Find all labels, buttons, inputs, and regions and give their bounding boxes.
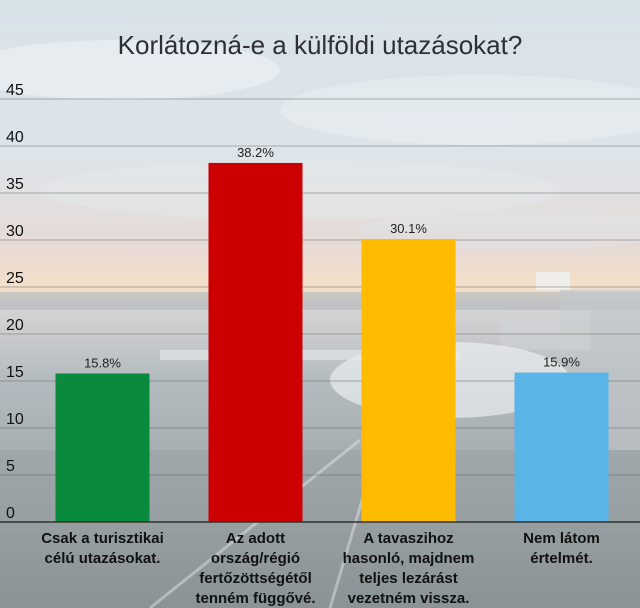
bar bbox=[208, 162, 303, 523]
category-label: A tavaszihoz hasonló, majdnem teljes lezár… bbox=[343, 530, 475, 607]
category-label: Csak a turisztikai célú utazásokat. bbox=[41, 530, 164, 567]
y-tick-label: 0 bbox=[6, 505, 15, 522]
category-label-line: A tavaszihoz bbox=[363, 530, 453, 547]
value-labels: 15.8% 38.2% 30.1% 15.9% bbox=[84, 145, 580, 371]
category-label-line: hasonló, majdnem bbox=[343, 550, 475, 567]
category-label: Az adott ország/régió fertőzöttségétől tenn… bbox=[195, 530, 315, 607]
category-label: Nem látom értelmét. bbox=[523, 530, 600, 567]
category-label-line: Csak a turisztikai bbox=[41, 530, 164, 547]
category-label-line: célú utazásokat. bbox=[45, 550, 161, 567]
x-axis-category-labels: Csak a turisztikai célú utazásokat. Az ado… bbox=[41, 530, 600, 607]
y-tick-label: 45 bbox=[6, 82, 24, 99]
category-label-line: értelmét. bbox=[530, 550, 593, 567]
category-label-line: tenném függővé. bbox=[195, 590, 315, 607]
y-tick-label: 10 bbox=[6, 411, 24, 428]
category-label-line: ország/régió bbox=[211, 550, 300, 567]
bar bbox=[55, 373, 150, 522]
y-tick-label: 25 bbox=[6, 270, 24, 287]
bars bbox=[55, 162, 609, 523]
y-axis-tick-labels: 0 5 10 15 20 25 30 35 40 45 bbox=[6, 82, 24, 522]
category-label-line: Az adott bbox=[226, 530, 285, 547]
y-tick-label: 5 bbox=[6, 458, 15, 475]
bar bbox=[514, 372, 609, 522]
y-tick-label: 15 bbox=[6, 364, 24, 381]
y-tick-label: 35 bbox=[6, 176, 24, 193]
y-tick-label: 20 bbox=[6, 317, 24, 334]
category-label-line: Nem látom bbox=[523, 530, 600, 547]
value-label: 38.2% bbox=[237, 145, 274, 160]
value-label: 15.8% bbox=[84, 355, 121, 370]
category-label-line: fertőzöttségétől bbox=[199, 570, 312, 587]
category-label-line: vezetném vissza. bbox=[348, 590, 470, 607]
y-tick-label: 40 bbox=[6, 129, 24, 146]
value-label: 15.9% bbox=[543, 355, 580, 370]
value-label: 30.1% bbox=[390, 221, 427, 236]
category-label-line: teljes lezárást bbox=[359, 570, 457, 587]
chart-title: Korlátozná-e a külföldi utazásokat? bbox=[117, 30, 523, 60]
y-tick-label: 30 bbox=[6, 223, 24, 240]
bar bbox=[361, 239, 456, 522]
